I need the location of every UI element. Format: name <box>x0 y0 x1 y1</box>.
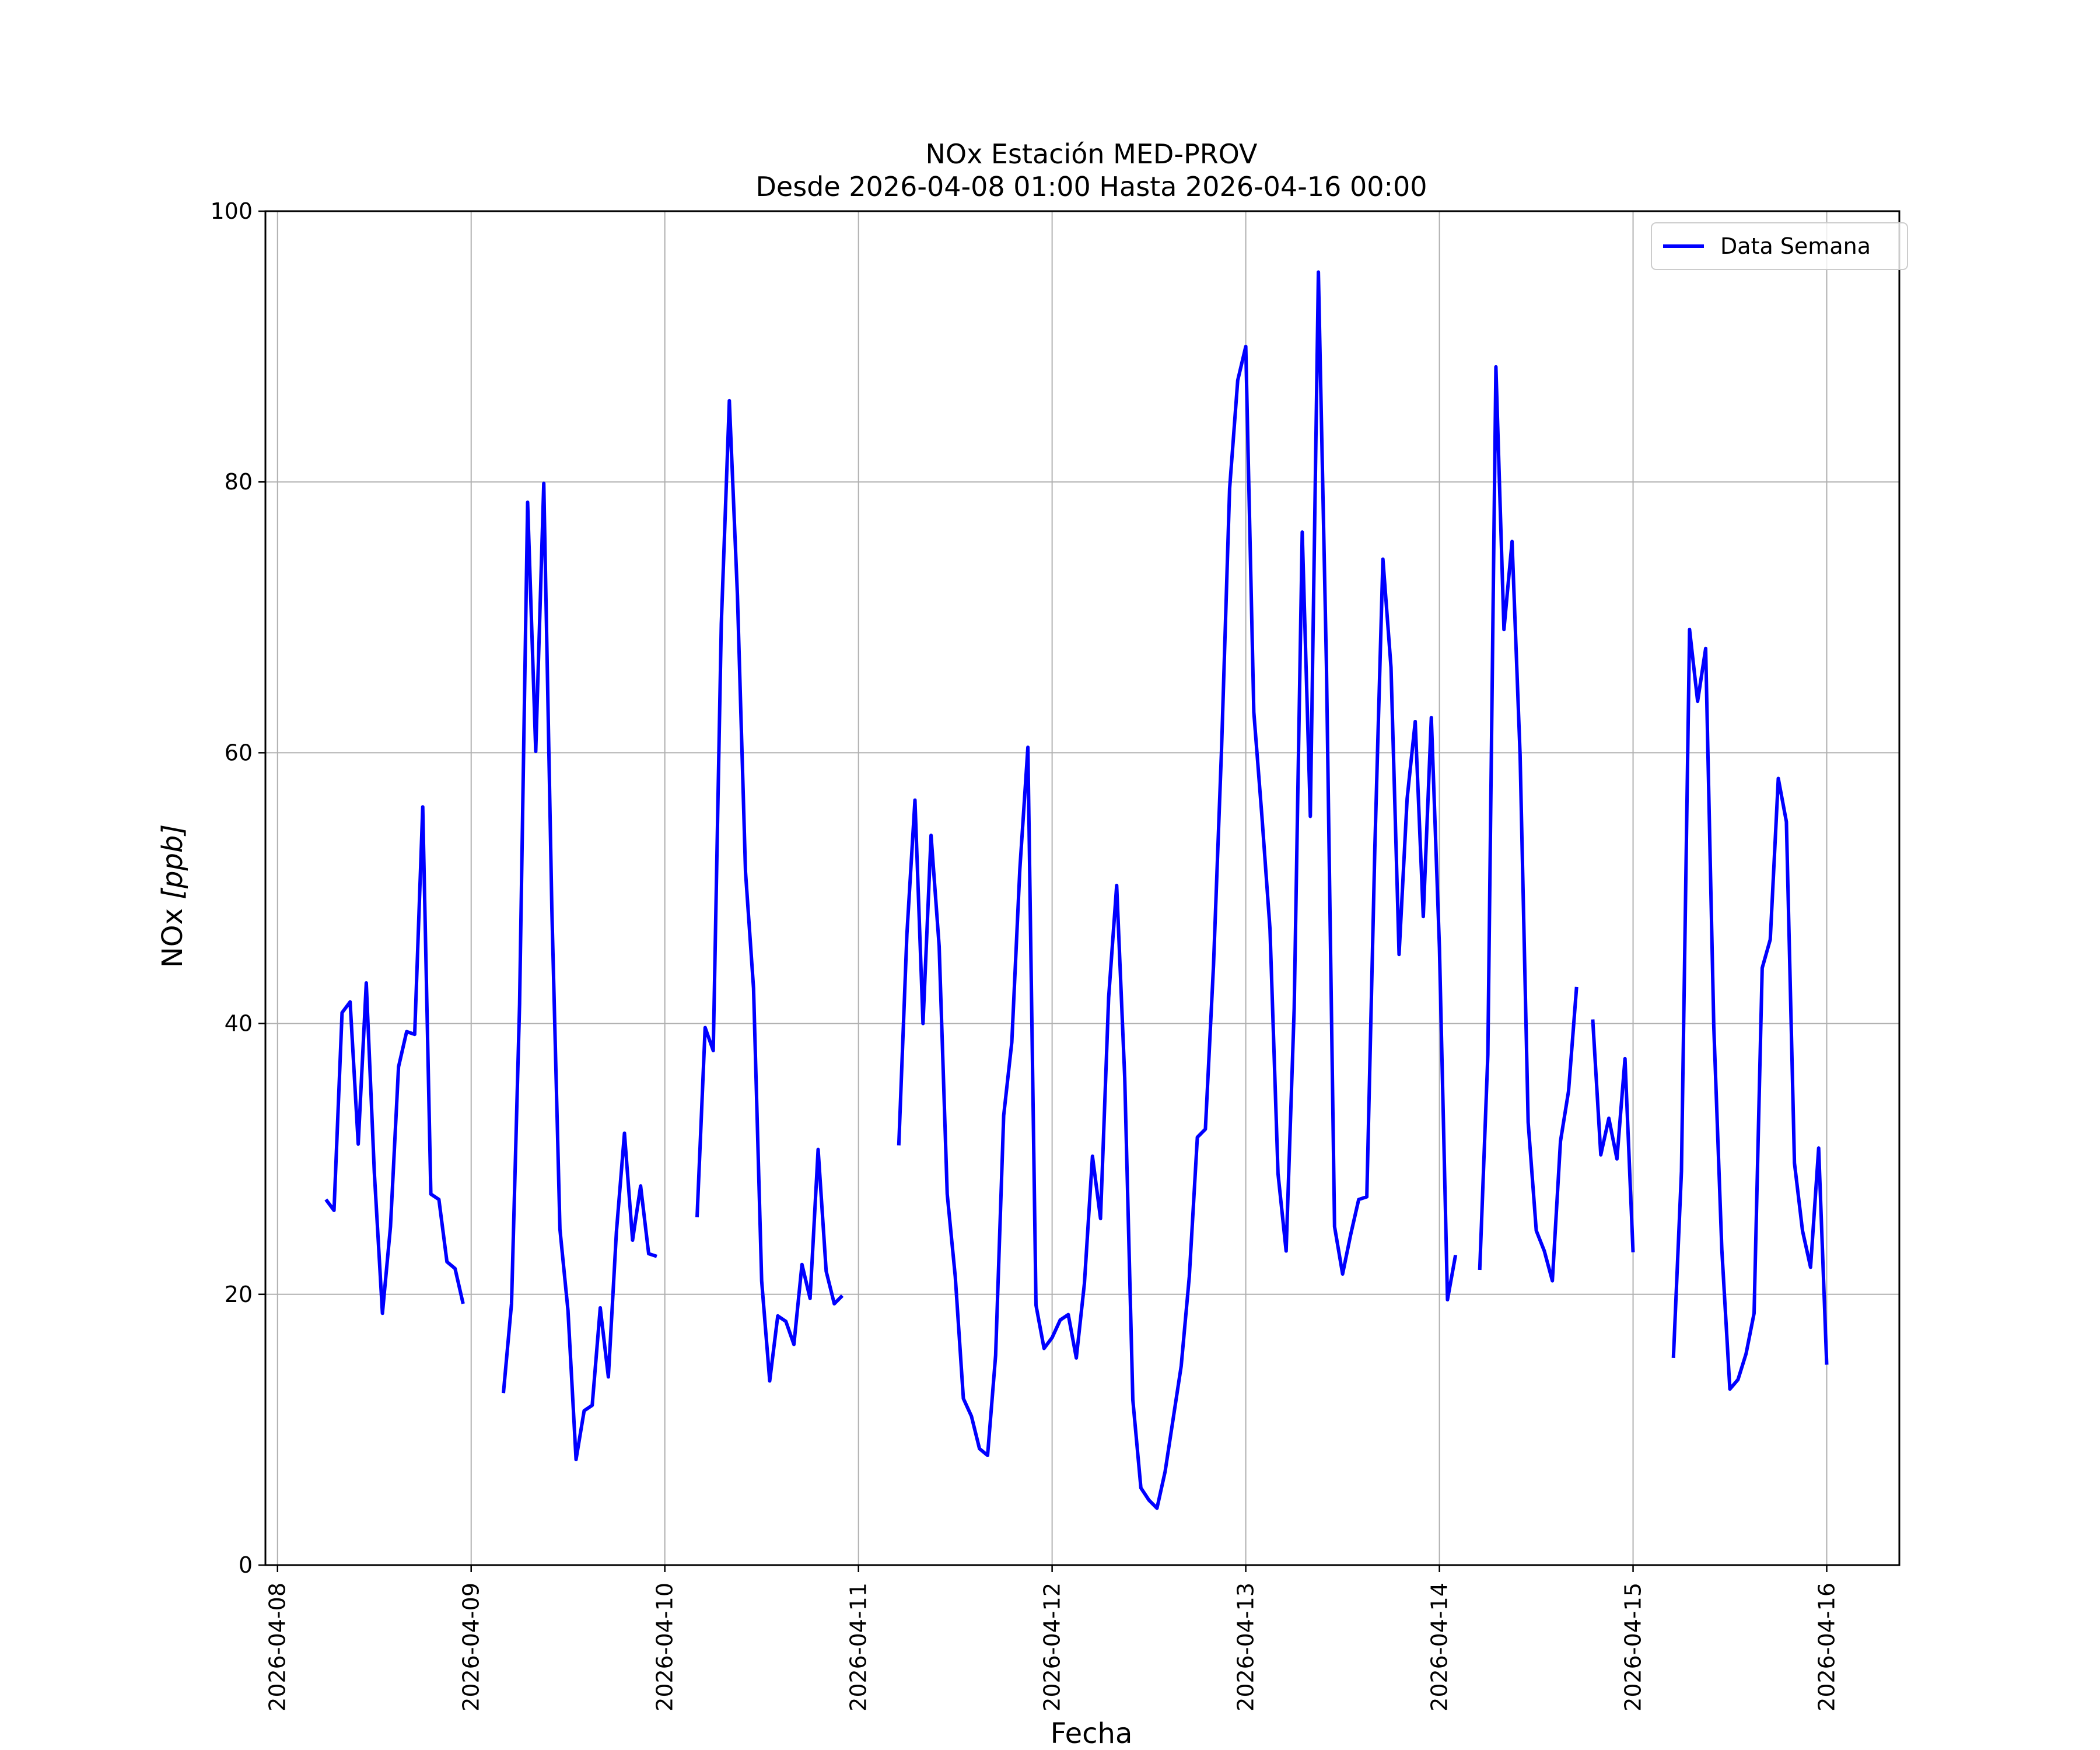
x-axis-label: Fecha <box>1051 1717 1133 1750</box>
x-tick-label: 2026-04-10 <box>652 1583 678 1712</box>
plot-frame <box>264 210 1901 1566</box>
series-lines <box>324 270 1829 1510</box>
x-tick-label: 2026-04-15 <box>1620 1583 1646 1712</box>
x-tick-label: 2026-04-09 <box>459 1583 484 1712</box>
legend-label: Data Semana <box>1720 233 1871 259</box>
chart-title: NOx Estación MED-PROV <box>925 138 1258 170</box>
y-tick-label: 60 <box>225 740 253 765</box>
y-axis-label-unit: [ppb] <box>156 824 189 900</box>
x-tick-label: 2026-04-12 <box>1040 1583 1065 1712</box>
x-tick-label: 2026-04-11 <box>846 1583 872 1712</box>
legend: Data Semana <box>1651 222 1908 270</box>
x-tick-label: 2026-04-16 <box>1814 1583 1840 1712</box>
series-line <box>324 270 1829 1510</box>
y-tick-label: 80 <box>225 469 253 495</box>
y-axis-label-prefix: NOx <box>156 900 189 968</box>
chart-subtitle: Desde 2026-04-08 01:00 Hasta 2026-04-16 … <box>755 171 1427 202</box>
axis-ticks: 2026-04-08 2026-04-09 2026-04-10 2026-04-11… <box>210 198 1839 1712</box>
legend-box <box>1651 222 1908 270</box>
y-tick-label: 20 <box>225 1282 253 1307</box>
x-tick-label: 2026-04-14 <box>1427 1583 1452 1712</box>
x-tick-label: 2026-04-13 <box>1233 1583 1259 1712</box>
x-tick-label: 2026-04-08 <box>265 1583 290 1712</box>
y-tick-label: 40 <box>225 1011 253 1037</box>
y-tick-label: 100 <box>210 198 253 224</box>
y-axis-label: NOx [ppb] <box>156 824 189 968</box>
y-tick-label: 0 <box>239 1552 253 1578</box>
